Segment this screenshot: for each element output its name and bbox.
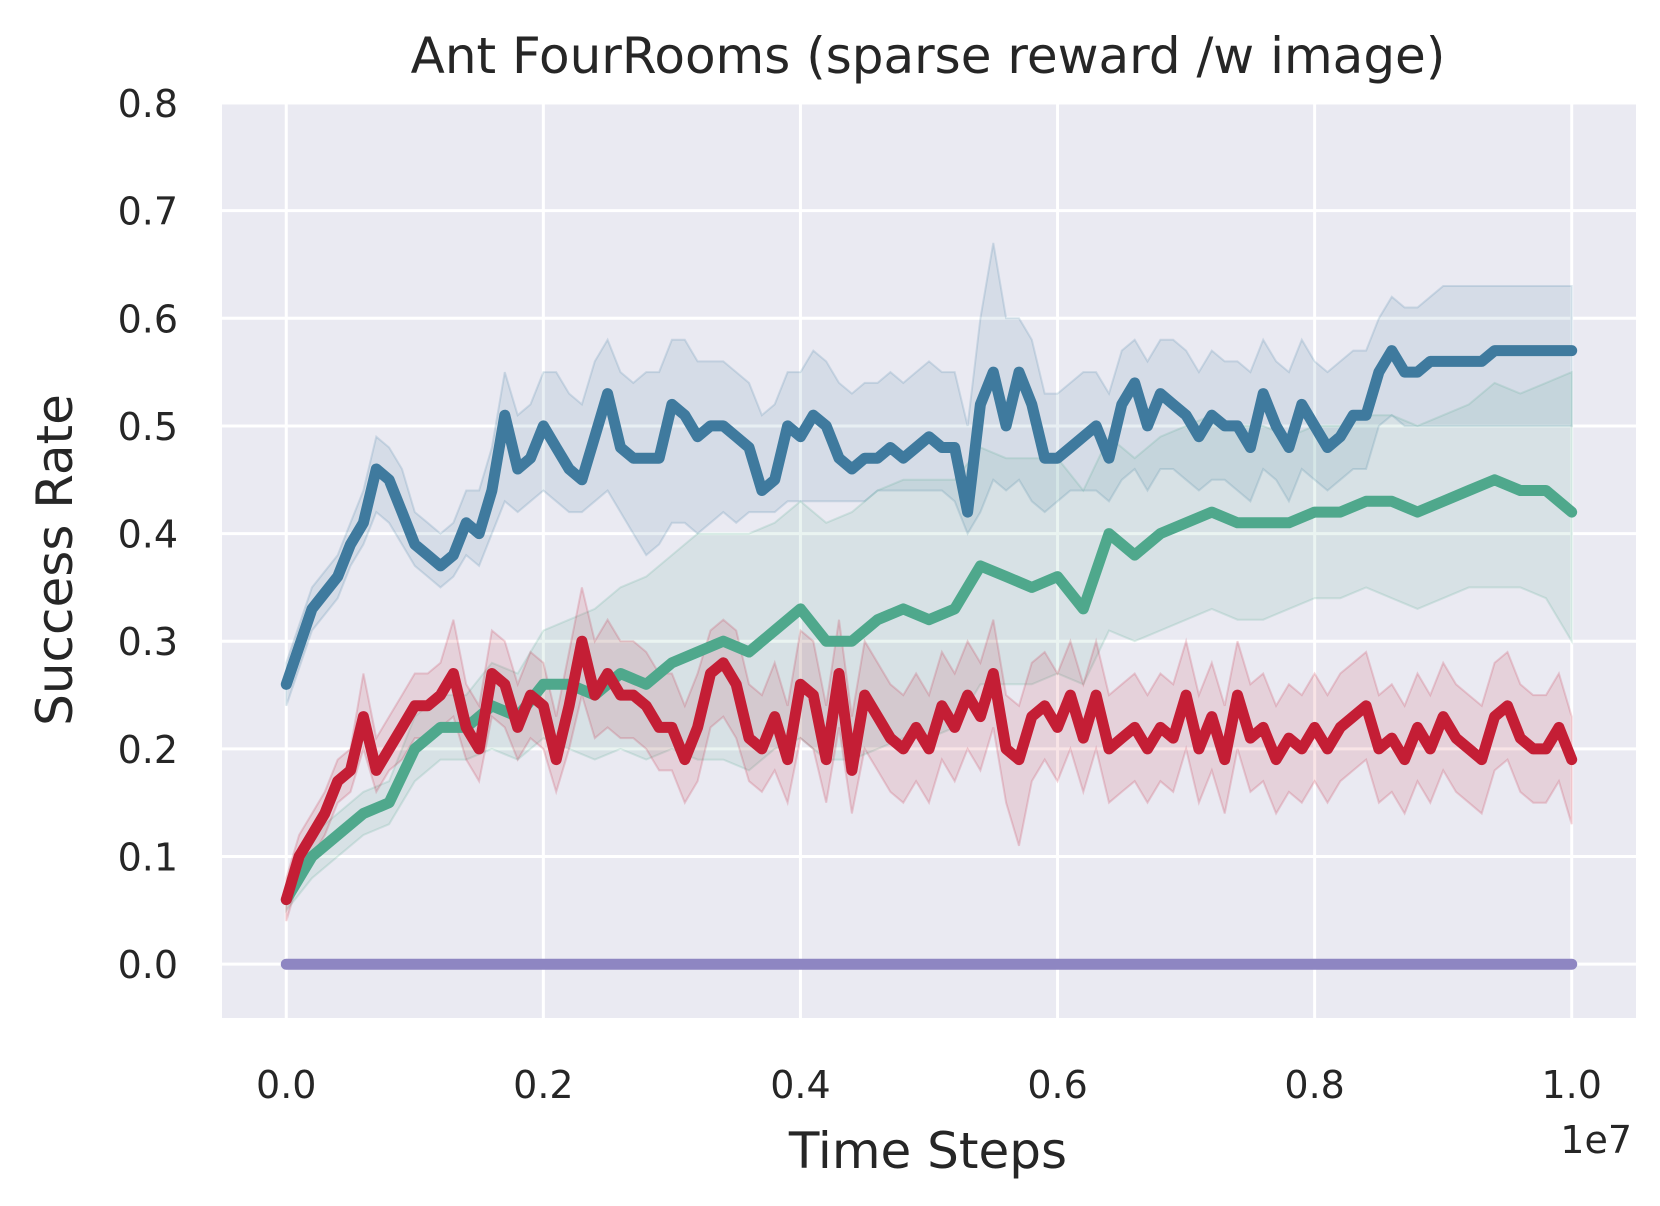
series-line-2 (280, 474, 1578, 906)
y-tick-label: 0.1 (118, 836, 178, 880)
x-axis-label: Time Steps (788, 1122, 1067, 1180)
confidence-band-1 (285, 242, 1573, 707)
y-tick-label: 0.0 (118, 943, 178, 987)
y-tick-label: 0.2 (118, 728, 178, 772)
x-tick-label: 0.6 (1027, 1063, 1087, 1107)
y-tick-label: 0.5 (118, 405, 178, 449)
y-tick-label: 0.3 (118, 620, 178, 664)
series-line-1 (280, 345, 1578, 690)
y-tick-label: 0.6 (118, 297, 178, 341)
series-line-3 (280, 635, 1578, 906)
x-tick-label: 1.0 (1542, 1063, 1602, 1107)
x-tick-label: 0.4 (770, 1063, 830, 1107)
x-tick-label: 0.0 (256, 1063, 316, 1107)
y-tick-label: 0.7 (118, 190, 178, 234)
series-lines (280, 345, 1578, 970)
x-offset-label: 1e7 (1560, 1118, 1632, 1162)
x-tick-label: 0.2 (513, 1063, 573, 1107)
plot-background (222, 103, 1636, 1018)
y-axis-label: Success Rate (26, 394, 84, 726)
chart-title: Ant FourRooms (sparse reward /w image) (411, 27, 1446, 85)
y-tick-label: 0.4 (118, 513, 178, 557)
y-tick-label: 0.8 (118, 82, 178, 126)
x-tick-labels: 0.0 0.2 0.4 0.6 0.8 1.0 (256, 1063, 1602, 1107)
x-tick-label: 0.8 (1284, 1063, 1344, 1107)
confidence-band-2 (285, 370, 1573, 914)
y-tick-labels: 0.0 0.1 0.2 0.3 0.4 0.5 0.6 0.7 0.8 (118, 82, 178, 987)
